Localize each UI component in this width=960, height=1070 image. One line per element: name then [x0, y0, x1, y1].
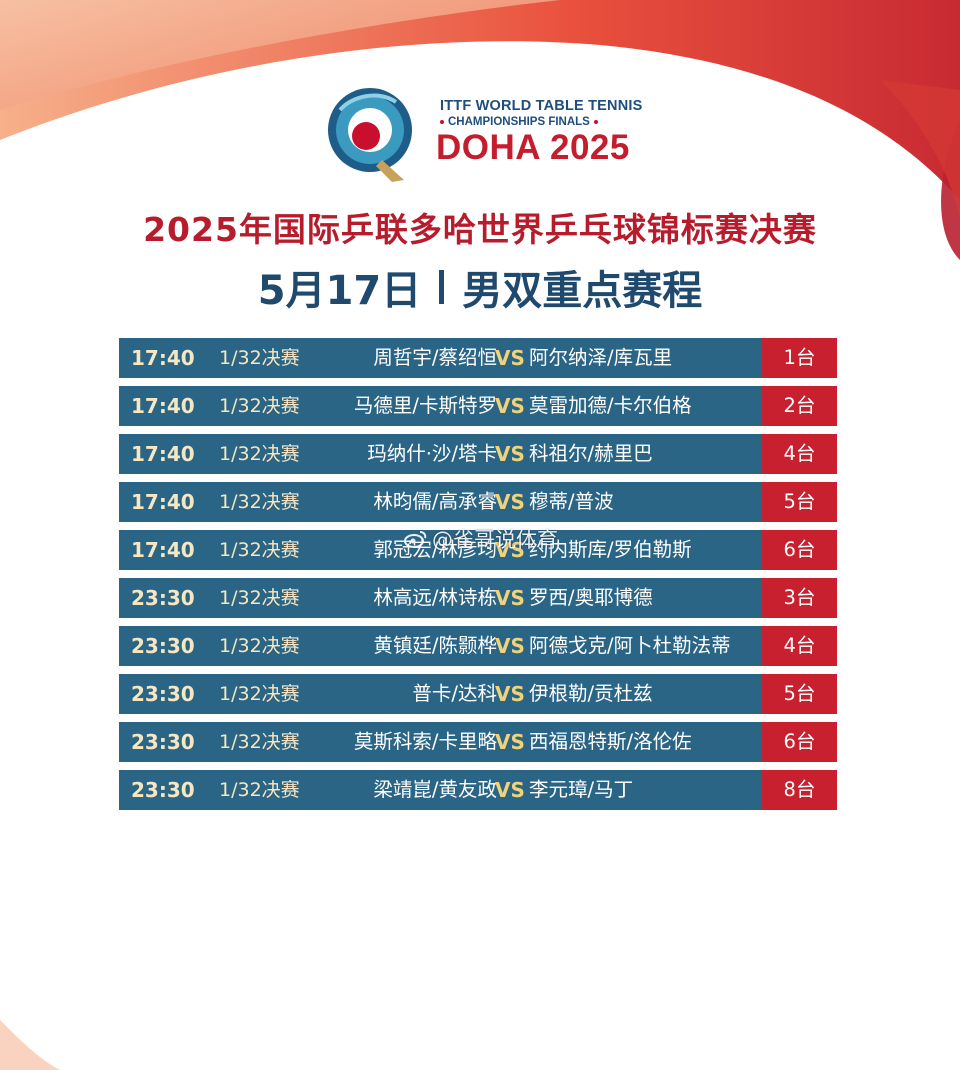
- weibo-icon: [404, 531, 427, 548]
- schedule-row: 17:40 1/32决赛 玛纳什·沙/塔卡 VS 科祖尔/赫里巴 4台: [119, 434, 837, 474]
- schedule-row: 17:40 1/32决赛 周哲宇/蔡绍恒 VS 阿尔纳泽/库瓦里 1台: [119, 338, 837, 378]
- pair-right: 伊根勒/贡杜兹: [529, 682, 653, 705]
- match-time: 17:40: [131, 490, 195, 514]
- vs-label: VS: [495, 538, 525, 562]
- pair-right: 西福恩特斯/洛伦佐: [529, 730, 692, 753]
- table-number: 8台: [762, 770, 837, 810]
- pair-left: 莫斯科索/卡里略: [353, 730, 497, 753]
- match-time: 23:30: [131, 586, 195, 610]
- championship-wordmark: ITTF WORLD TABLE TENNIS CHAMPIONSHIPS FI…: [436, 98, 646, 167]
- schedule-row: 23:30 1/32决赛 莫斯科索/卡里略 VS 西福恩特斯/洛伦佐 6台: [119, 722, 837, 762]
- doha-2025-logo: [328, 88, 412, 182]
- table-number: 6台: [762, 530, 837, 570]
- pair-left: 黄镇廷/陈颢桦: [373, 634, 497, 657]
- vs-label: VS: [495, 634, 525, 658]
- pair-right: 阿尔纳泽/库瓦里: [529, 346, 673, 369]
- match-round: 1/32决赛: [219, 731, 300, 753]
- brand-line-1: ITTF WORLD TABLE TENNIS: [440, 98, 643, 114]
- table-number: 4台: [762, 626, 837, 666]
- pair-right: 罗西/奥耶博德: [529, 586, 653, 609]
- pair-left: 马德里/卡斯特罗: [353, 394, 497, 417]
- dot-icon: [593, 120, 598, 124]
- pair-left: 普卡/达科: [412, 682, 497, 705]
- match-round: 1/32决赛: [219, 443, 300, 465]
- schedule-row: 23:30 1/32决赛 林高远/林诗栋 VS 罗西/奥耶博德 3台: [119, 578, 837, 618]
- event-name: 男双重点赛程: [462, 268, 703, 314]
- pair-left: 玛纳什·沙/塔卡: [367, 442, 497, 465]
- schedule-row: 17:40 1/32决赛 郭冠宏/林彦均 VS 约内斯库/罗伯勒斯 6台: [119, 530, 837, 570]
- match-time: 17:40: [131, 538, 195, 562]
- table-number: 3台: [762, 578, 837, 618]
- schedule-row: 23:30 1/32决赛 梁靖崑/黄友政 VS 李元璋/马丁 8台: [119, 770, 837, 810]
- watermark-text: @雀哥说体育: [432, 528, 558, 552]
- schedule-date: 5月17日: [257, 268, 422, 314]
- table-number: 2台: [762, 386, 837, 426]
- pair-right: 李元璋/马丁: [529, 778, 634, 801]
- match-round: 1/32决赛: [219, 635, 300, 657]
- match-round: 1/32决赛: [219, 539, 300, 561]
- dot-icon: [440, 120, 444, 124]
- pair-right: 科祖尔/赫里巴: [529, 442, 653, 465]
- vs-label: VS: [495, 394, 525, 418]
- pair-left: 梁靖崑/黄友政: [373, 778, 497, 801]
- pair-right: 阿德戈克/阿卜杜勒法蒂: [529, 634, 731, 657]
- vs-label: VS: [495, 490, 525, 514]
- schedule-row: 17:40 1/32决赛 马德里/卡斯特罗 VS 莫雷加德/卡尔伯格 2台: [119, 386, 837, 426]
- vs-label: VS: [495, 346, 525, 370]
- pair-left: 周哲宇/蔡绍恒: [373, 346, 497, 369]
- match-time: 17:40: [131, 442, 195, 466]
- pair-left: 林昀儒/高承睿: [373, 490, 497, 513]
- schedule-row: 23:30 1/32决赛 普卡/达科 VS 伊根勒/贡杜兹 5台: [119, 674, 837, 714]
- divider: [439, 270, 445, 304]
- brand-line-2: CHAMPIONSHIPS FINALS: [436, 115, 646, 129]
- match-time: 17:40: [131, 394, 195, 418]
- match-time: 23:30: [131, 730, 195, 754]
- vs-label: VS: [495, 682, 525, 706]
- match-round: 1/32决赛: [219, 779, 300, 801]
- match-time: 17:40: [131, 346, 195, 370]
- table-number: 5台: [762, 674, 837, 714]
- pair-right: 莫雷加德/卡尔伯格: [529, 394, 692, 417]
- pair-left: 林高远/林诗栋: [373, 586, 497, 609]
- match-time: 23:30: [131, 778, 195, 802]
- match-round: 1/32决赛: [219, 491, 300, 513]
- match-round: 1/32决赛: [219, 587, 300, 609]
- vs-label: VS: [495, 730, 525, 754]
- vs-label: VS: [495, 778, 525, 802]
- match-round: 1/32决赛: [219, 347, 300, 369]
- match-time: 23:30: [131, 634, 195, 658]
- schedule-row: 17:40 1/32决赛 林昀儒/高承睿 VS 穆蒂/普波 5台: [119, 482, 837, 522]
- pair-right: 穆蒂/普波: [529, 490, 614, 513]
- schedule-table: 17:40 1/32决赛 周哲宇/蔡绍恒 VS 阿尔纳泽/库瓦里 1台 17:40 1/32决…: [119, 338, 837, 818]
- schedule-row: 23:30 1/32决赛 黄镇廷/陈颢桦 VS 阿德戈克/阿卜杜勒法蒂 4台: [119, 626, 837, 666]
- vs-label: VS: [495, 586, 525, 610]
- match-round: 1/32决赛: [219, 395, 300, 417]
- page-title: 2025年国际乒联多哈世界乒乓球锦标赛决赛: [143, 210, 817, 249]
- page-subtitle: 5月17日 男双重点赛程: [0, 258, 960, 316]
- pair-right: 约内斯库/罗伯勒斯: [529, 538, 692, 561]
- brand-line-2-text: CHAMPIONSHIPS FINALS: [448, 116, 590, 128]
- table-number: 6台: [762, 722, 837, 762]
- table-number: 4台: [762, 434, 837, 474]
- table-number: 1台: [762, 338, 837, 378]
- match-round: 1/32决赛: [219, 683, 300, 705]
- pair-left: 郭冠宏/林彦均: [373, 538, 497, 561]
- match-time: 23:30: [131, 682, 195, 706]
- brand-line-3: DOHA 2025: [436, 128, 630, 167]
- table-number: 5台: [762, 482, 837, 522]
- vs-label: VS: [495, 442, 525, 466]
- watermark: @雀哥说体育: [404, 525, 558, 553]
